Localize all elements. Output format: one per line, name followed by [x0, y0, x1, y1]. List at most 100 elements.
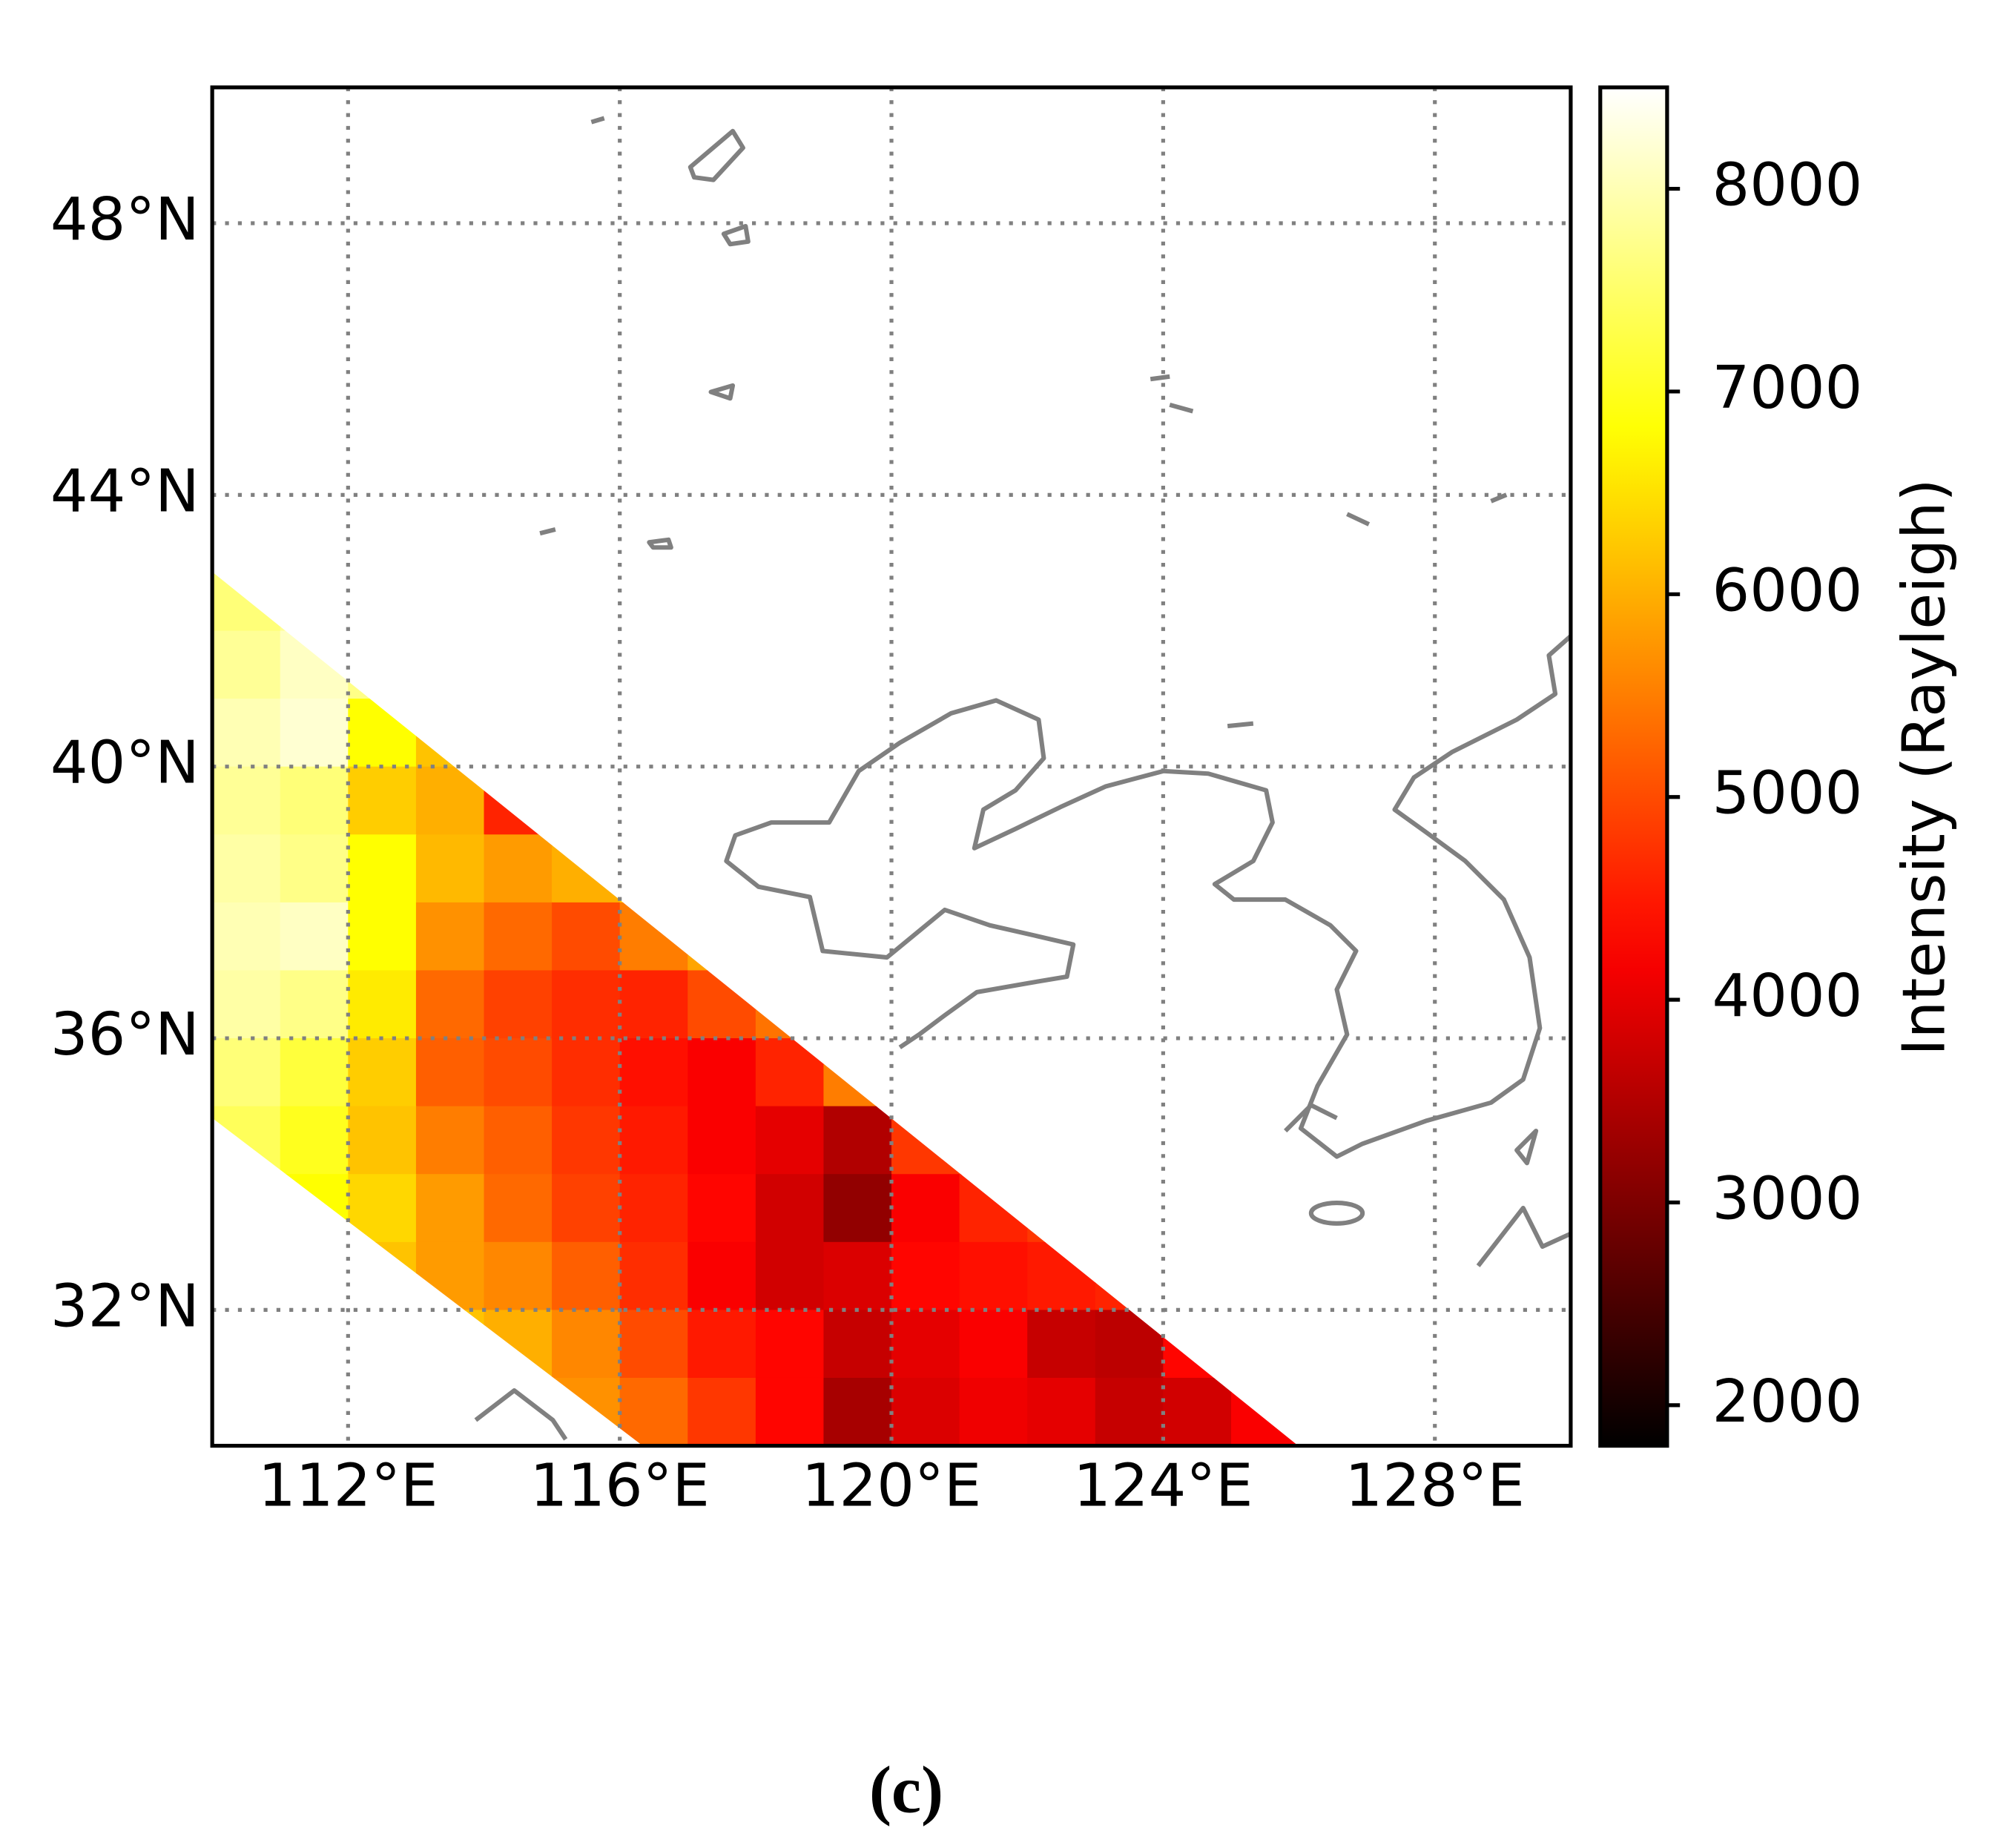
heat-cell [212, 970, 281, 1040]
heat-cell [1230, 1310, 1299, 1379]
colorbar [1598, 85, 1681, 1448]
islands [474, 116, 1571, 1441]
heat-cell [280, 630, 349, 700]
heat-cell [348, 1241, 417, 1311]
heat-cell [415, 699, 485, 768]
heat-cell [212, 834, 281, 903]
heat-cell [891, 1174, 960, 1243]
heat-cell [552, 1038, 621, 1107]
x-tick-label: 124°E [1073, 1451, 1253, 1519]
heat-cell [959, 1310, 1029, 1379]
heat-cell [552, 970, 621, 1040]
heat-cell [823, 1377, 893, 1446]
heat-cell [348, 970, 417, 1040]
heat-cell [484, 1174, 553, 1243]
heat-cell [415, 766, 485, 836]
heat-cell [687, 1377, 756, 1446]
heat-cell [959, 1174, 1029, 1243]
heat-cell [1027, 1174, 1096, 1243]
heat-cell [1095, 1241, 1164, 1311]
heat-cell [552, 766, 621, 836]
heat-cell [280, 766, 349, 836]
colorbar-tick-label: 7000 [1712, 353, 1863, 422]
heat-cell [212, 1038, 281, 1107]
heat-cell [484, 1106, 553, 1175]
heat-cell [552, 1241, 621, 1311]
heat-cell [415, 1310, 485, 1379]
heat-cell [280, 1241, 349, 1311]
x-tick-label: 128°E [1345, 1451, 1525, 1519]
heat-cell [415, 970, 485, 1040]
colorbar-tick-label: 2000 [1712, 1367, 1863, 1436]
heat-cell [484, 1241, 553, 1311]
heat-cell [891, 1241, 960, 1311]
heat-cell [823, 1174, 893, 1243]
heat-cell [484, 834, 553, 903]
heat-cell [348, 766, 417, 836]
heat-cell [348, 1106, 417, 1175]
heat-cell [823, 1310, 893, 1379]
heat-cell [484, 1038, 553, 1107]
heat-cell [687, 902, 756, 971]
heat-cell [755, 1241, 825, 1311]
heat-cell [687, 1241, 756, 1311]
swath [212, 572, 1368, 1447]
heat-cell [891, 1106, 960, 1175]
heat-cell [891, 1310, 960, 1379]
heat-cell [348, 630, 417, 700]
heat-cell [619, 1241, 689, 1311]
heat-cell [687, 1310, 756, 1379]
heat-cell [755, 970, 825, 1040]
heat-cell [1027, 1310, 1096, 1379]
heat-cell [687, 1038, 756, 1107]
heat-cell [755, 1310, 825, 1379]
heat-cell [348, 699, 417, 768]
heat-cell [415, 1241, 485, 1311]
heat-cell [415, 1106, 485, 1175]
heat-cell [687, 1174, 756, 1243]
heat-cell [619, 970, 689, 1040]
heat-cell [755, 1174, 825, 1243]
island [1308, 1201, 1365, 1226]
x-tick-label: 112°E [258, 1451, 438, 1519]
colorbar-tick-label: 6000 [1712, 555, 1863, 624]
colorbar-tick-label: 3000 [1712, 1164, 1863, 1232]
heat-cell [687, 970, 756, 1040]
heat-cell [1163, 1377, 1233, 1446]
x-tick-label: 120°E [802, 1451, 981, 1519]
heat-cell [1027, 1377, 1096, 1446]
heat-cell [212, 1174, 281, 1243]
heat-cell [619, 1377, 689, 1446]
heat-cell [687, 1106, 756, 1175]
heat-cell [484, 902, 553, 971]
heat-cell [280, 1174, 349, 1243]
heat-cell [619, 1174, 689, 1243]
heat-cell [280, 699, 349, 768]
colorbar-scale [1598, 85, 1669, 1448]
heat-cell [415, 1174, 485, 1243]
heat-cell [212, 572, 281, 632]
heat-cell [280, 970, 349, 1040]
heat-cell [484, 970, 553, 1040]
coastlines [474, 116, 1571, 1441]
heat-cell [619, 1038, 689, 1107]
y-tick-label: 36°N [50, 1000, 200, 1069]
heat-cell [552, 1106, 621, 1175]
colorbar-tick-label: 5000 [1712, 759, 1863, 828]
heat-cell [280, 572, 349, 632]
heat-cell [280, 902, 349, 971]
heat-cell [1299, 1378, 1368, 1447]
heat-cell [280, 1038, 349, 1107]
heat-cell [212, 766, 281, 836]
heat-cell [1230, 1377, 1299, 1446]
heat-cell [552, 902, 621, 971]
heat-cell [959, 1377, 1029, 1446]
x-tick-label: 116°E [530, 1451, 710, 1519]
heat-cell [348, 902, 417, 971]
heat-cell [619, 834, 689, 903]
heat-cell [280, 834, 349, 903]
heat-cell [1095, 1310, 1164, 1379]
heat-cell [415, 834, 485, 903]
heat-cell [484, 766, 553, 836]
